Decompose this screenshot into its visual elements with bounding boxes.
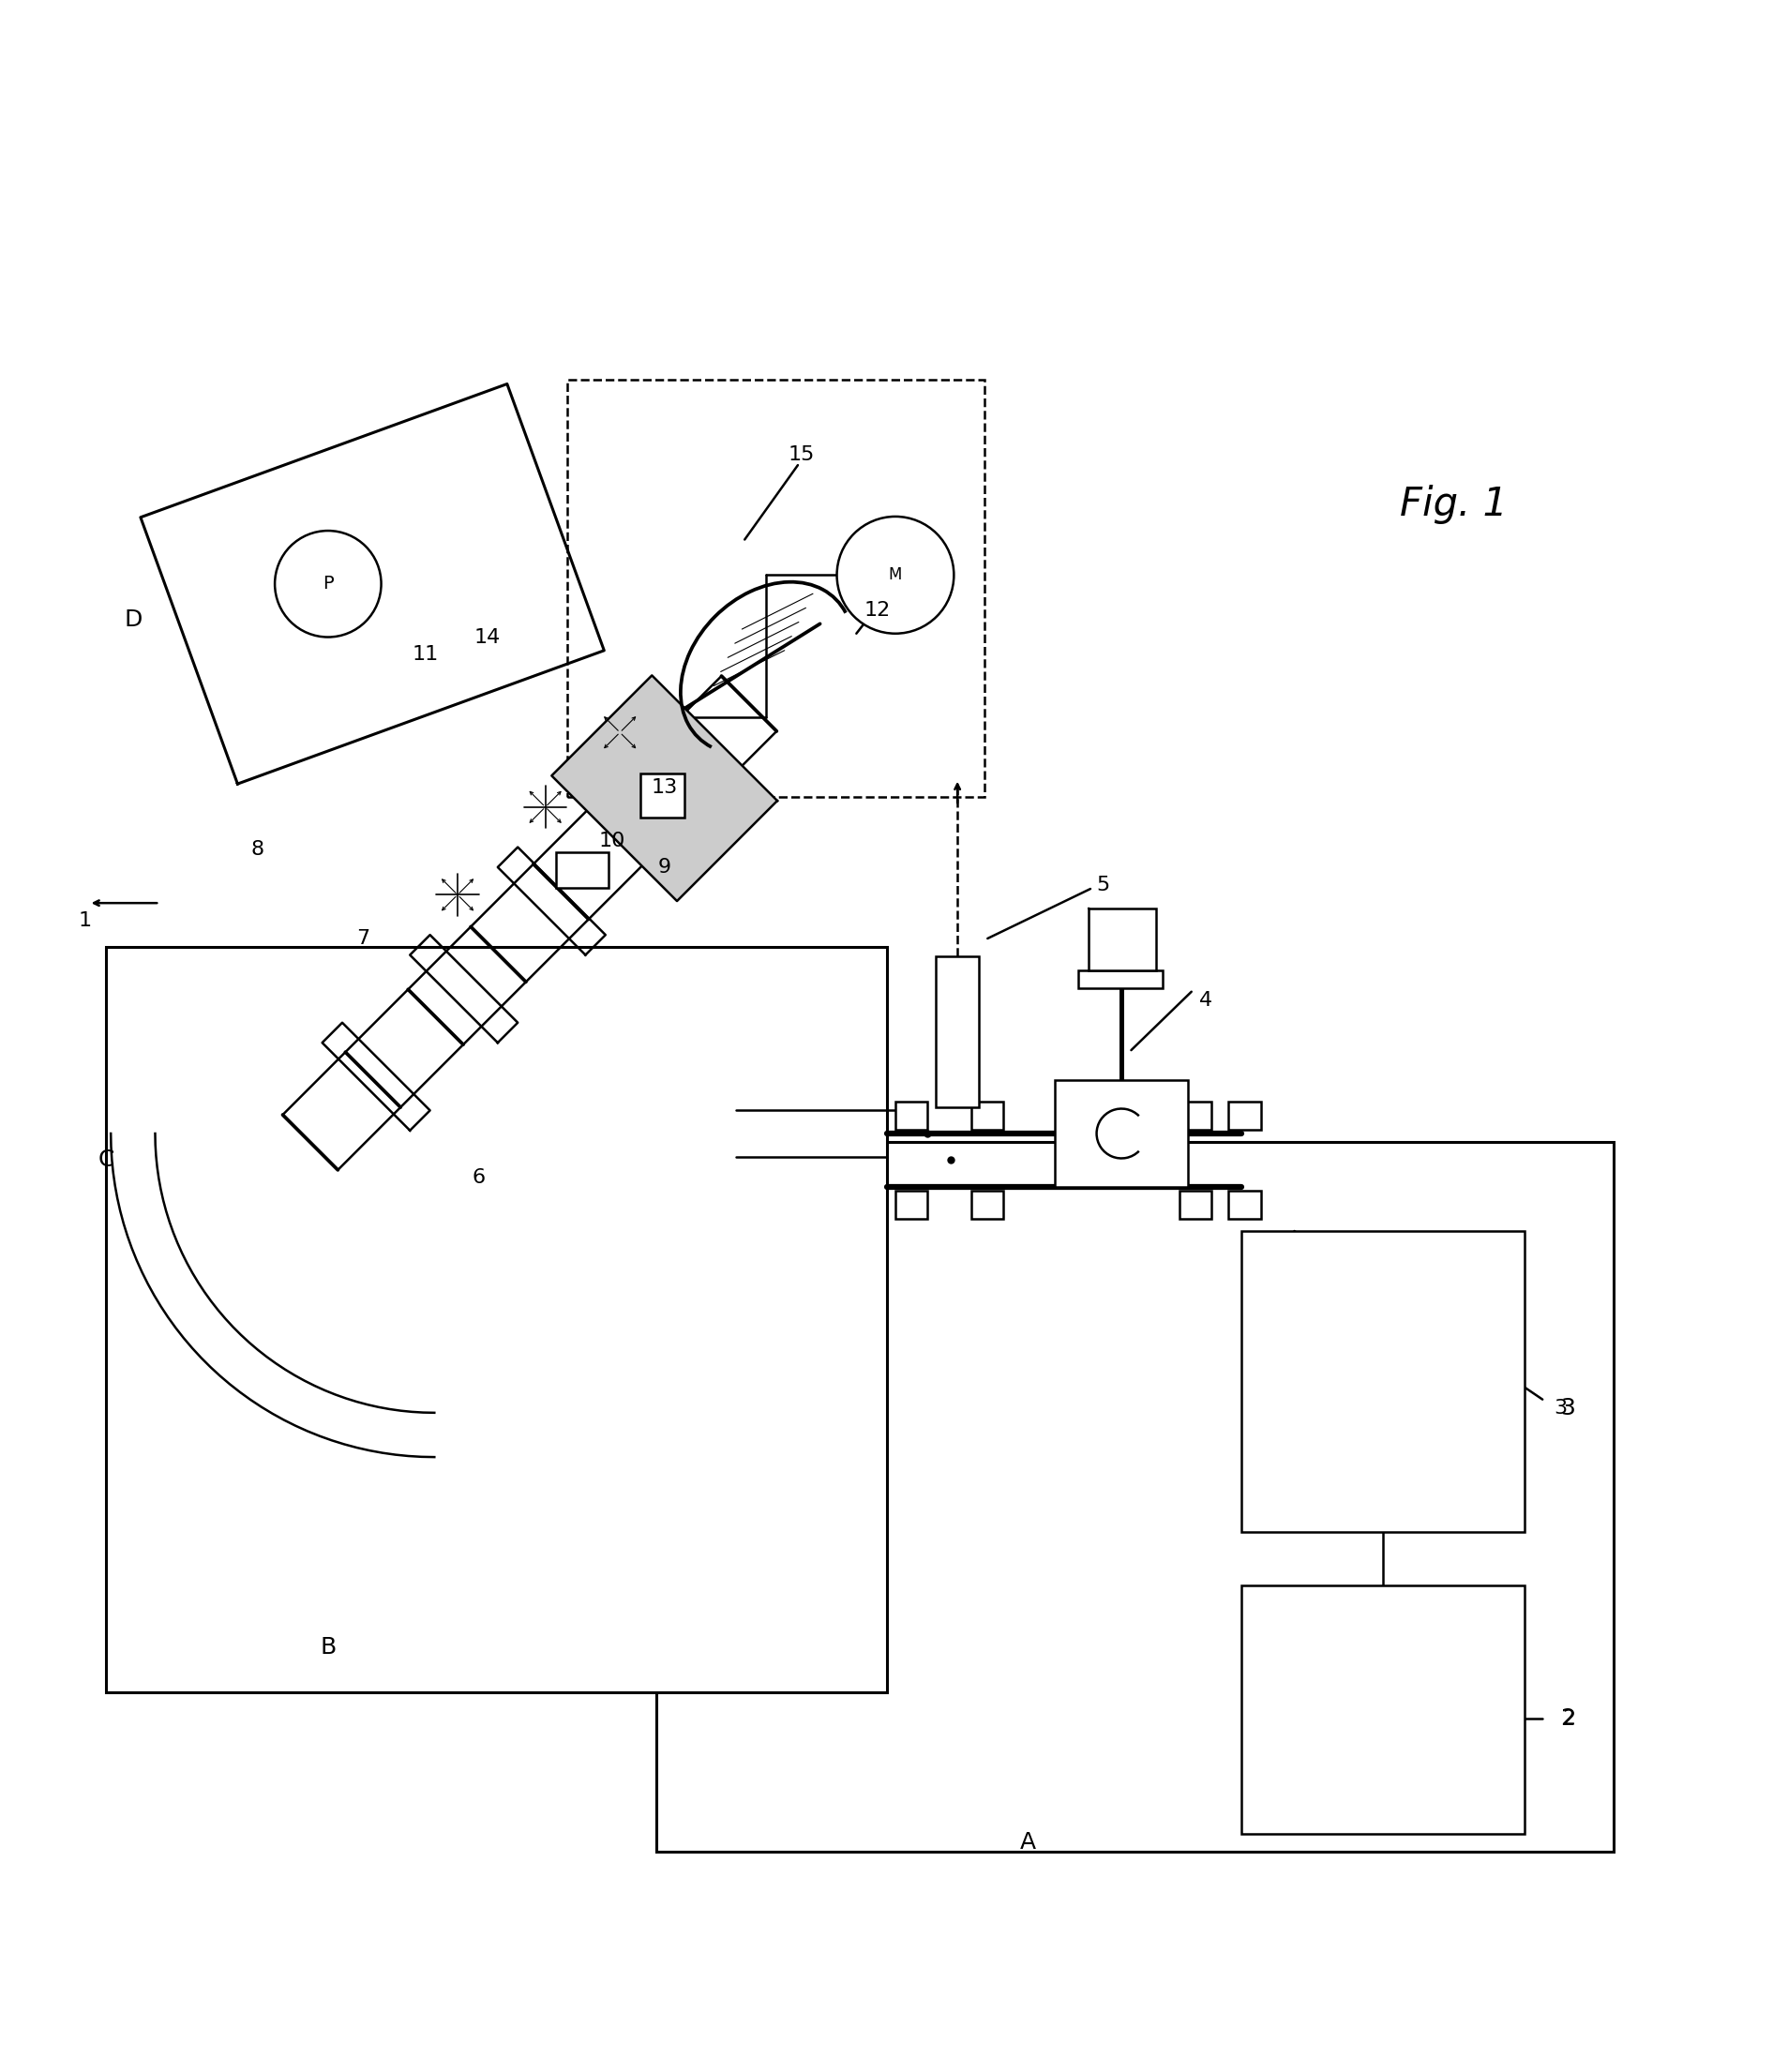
Text: D: D: [124, 607, 142, 630]
Bar: [1089, 908, 1156, 970]
Text: 2: 2: [1560, 1707, 1574, 1730]
Bar: [972, 1189, 1004, 1218]
Bar: [1241, 1585, 1525, 1834]
Text: 1: 1: [78, 912, 92, 930]
Bar: [1229, 1102, 1261, 1129]
Bar: [895, 1102, 927, 1129]
Text: 15: 15: [787, 445, 816, 464]
Text: B: B: [319, 1637, 337, 1660]
Bar: [555, 852, 608, 889]
Bar: [1229, 1189, 1261, 1218]
Bar: [567, 379, 984, 796]
Text: 6: 6: [472, 1169, 486, 1187]
Text: 9: 9: [658, 858, 672, 876]
Text: 3: 3: [1560, 1397, 1574, 1419]
Bar: [1179, 1189, 1211, 1218]
Text: 8: 8: [250, 841, 264, 860]
Bar: [936, 955, 979, 1106]
Text: P: P: [323, 576, 333, 593]
Text: A: A: [1019, 1832, 1037, 1854]
Circle shape: [275, 530, 381, 636]
Text: 2: 2: [1562, 1709, 1576, 1728]
Bar: [640, 773, 684, 818]
Bar: [1055, 1080, 1188, 1187]
Polygon shape: [551, 675, 777, 901]
Text: Fig. 1: Fig. 1: [1401, 485, 1507, 524]
Text: 14: 14: [475, 628, 500, 646]
Bar: [895, 1189, 927, 1218]
Bar: [1179, 1102, 1211, 1129]
Text: C: C: [98, 1148, 115, 1171]
Bar: [1078, 970, 1163, 988]
Text: 7: 7: [356, 928, 371, 947]
Text: M: M: [888, 566, 902, 584]
Text: 11: 11: [413, 646, 438, 665]
Bar: [1241, 1231, 1525, 1533]
Bar: [972, 1102, 1004, 1129]
Text: 13: 13: [652, 779, 677, 798]
Text: 5: 5: [1096, 876, 1110, 895]
Text: 12: 12: [865, 601, 890, 620]
Circle shape: [837, 516, 954, 634]
Bar: [656, 1142, 1613, 1852]
Bar: [106, 947, 886, 1693]
Text: 4: 4: [1199, 990, 1213, 1009]
Text: 10: 10: [598, 831, 626, 850]
Text: 3: 3: [1553, 1399, 1567, 1417]
